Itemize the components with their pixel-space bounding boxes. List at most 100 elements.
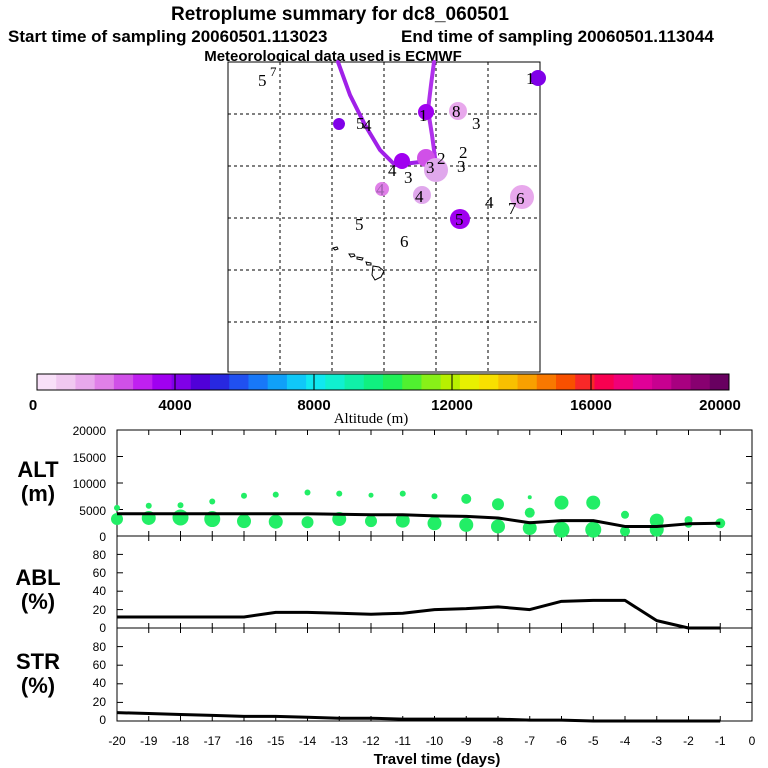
alt-scatter-group [111, 489, 726, 538]
alt-scatter-point [586, 495, 601, 510]
map-day-label: 4 [376, 180, 385, 199]
abl-y-tick: 40 [93, 584, 107, 598]
x-tick-label: -18 [172, 734, 190, 748]
axis-tickmarks [116, 429, 753, 722]
x-tick-label: -13 [331, 734, 349, 748]
panels-frame [116, 429, 753, 722]
abl-series-line [117, 598, 721, 630]
colorbar-tick: 20000 [699, 397, 741, 414]
map-day-label: 3 [457, 157, 466, 176]
colorbar-swatch [171, 374, 192, 390]
map-frame [227, 61, 541, 373]
map-marker-group [333, 70, 546, 229]
alt-scatter-point [237, 514, 251, 529]
colorbar-swatch [37, 374, 57, 390]
map-day-label: 4 [415, 187, 424, 206]
alt-scatter-point [459, 517, 474, 532]
colorbar-swatch [56, 374, 76, 390]
str-y-tick: 0 [99, 713, 106, 727]
alt-scatter-point [209, 498, 216, 505]
colorbar-swatch [690, 374, 711, 390]
x-tick-label: -16 [235, 734, 253, 748]
alt-scatter-point [241, 492, 247, 499]
map-day-labels: 5 7 5 4 1 8 3 2 3 2 4 3 3 4 4 4 7 6 5 5 … [258, 64, 535, 251]
colorbar-swatch [94, 374, 115, 390]
map-day-label: 3 [472, 114, 481, 133]
x-tick-label: -20 [108, 734, 126, 748]
alt-scatter-point [114, 504, 120, 511]
alt-y-tick: 15000 [73, 451, 107, 465]
colorbar-swatch [344, 374, 365, 390]
alt-y-tick: 20000 [73, 424, 107, 438]
alt-scatter-point [524, 507, 535, 518]
abl-panel-unit: (%) [21, 589, 55, 614]
abl-y-tick: 80 [93, 548, 107, 562]
alt-panel-unit: (m) [21, 481, 55, 506]
alt-scatter-point [621, 510, 629, 519]
alt-series-line [117, 512, 721, 528]
x-tick-label: -17 [204, 734, 222, 748]
abl-y-tick: 60 [93, 566, 107, 580]
str-y-tick: 80 [93, 640, 107, 654]
abl-y-tick: 0 [99, 621, 106, 635]
map-marker [333, 118, 345, 130]
figure-title: Retroplume summary for dc8_060501 [171, 4, 509, 25]
colorbar-swatch [402, 374, 422, 390]
map-gridlines [228, 62, 540, 372]
alt-scatter-point [527, 495, 532, 500]
x-tick-label: -6 [556, 734, 567, 748]
colorbar-swatch [709, 374, 730, 390]
colorbar-swatch [594, 374, 615, 390]
map-day-label: 3 [426, 158, 435, 177]
alt-scatter-point [111, 513, 123, 526]
map-day-label: 6 [400, 232, 409, 251]
colorbar-swatch [325, 374, 346, 390]
x-tick-label: -15 [267, 734, 285, 748]
colorbar-swatch [383, 374, 403, 390]
alt-scatter-point [365, 515, 377, 528]
alt-scatter-point [522, 521, 537, 536]
x-tick-label: -3 [651, 734, 662, 748]
colorbar-tick: 4000 [158, 397, 191, 414]
colorbar-swatch [440, 374, 461, 390]
x-tick-label: 0 [749, 734, 756, 748]
map-day-label: 6 [516, 189, 525, 208]
trajectory-map: 5 7 5 4 1 8 3 2 3 2 4 3 3 4 4 4 7 6 5 5 … [227, 60, 546, 373]
x-tick-label: -14 [299, 734, 317, 748]
map-marker [424, 158, 448, 182]
colorbar-swatch [421, 374, 442, 390]
series-lines [116, 512, 721, 723]
alt-scatter-point [304, 489, 311, 496]
map-day-label: 3 [404, 168, 413, 187]
x-tick-label: -11 [395, 734, 412, 748]
colorbar-swatch [575, 374, 595, 390]
alt-scatter-point [399, 490, 406, 497]
end-time-label: End time of sampling 20060501.113044 [401, 27, 714, 46]
map-day-label: 7 [270, 64, 277, 79]
map-day-label: 7 [508, 199, 517, 218]
x-tick-label: -7 [524, 734, 535, 748]
alt-scatter-point [620, 526, 630, 537]
map-day-label: 4 [485, 193, 494, 212]
colorbar-swatch [306, 374, 326, 390]
alt-scatter-point [272, 491, 279, 498]
alt-scatter-point [368, 492, 374, 498]
x-tick-labels: -20 -19 -18 -17 -16 -15 -14 -13 -12 -11 -10 -9 -8 -7-… [108, 734, 755, 748]
alt-scatter-point [172, 509, 189, 526]
alt-y-tick: 0 [99, 530, 106, 544]
map-day-label: 8 [452, 102, 461, 121]
colorbar-swatch [459, 374, 480, 390]
alt-scatter-point [553, 521, 570, 538]
str-y-tick: 40 [93, 676, 107, 690]
map-marker [418, 104, 434, 120]
x-tick-label: -12 [362, 734, 380, 748]
str-panel-unit: (%) [21, 673, 55, 698]
colorbar-tick: 12000 [431, 397, 473, 414]
map-marker [413, 186, 431, 204]
x-tick-label: -4 [620, 734, 631, 748]
colorbar-swatch [267, 374, 288, 390]
colorbar-swatch [536, 374, 557, 390]
map-marker [449, 102, 467, 120]
map-day-label: 2 [459, 143, 468, 162]
colorbar-swatch [190, 374, 211, 390]
